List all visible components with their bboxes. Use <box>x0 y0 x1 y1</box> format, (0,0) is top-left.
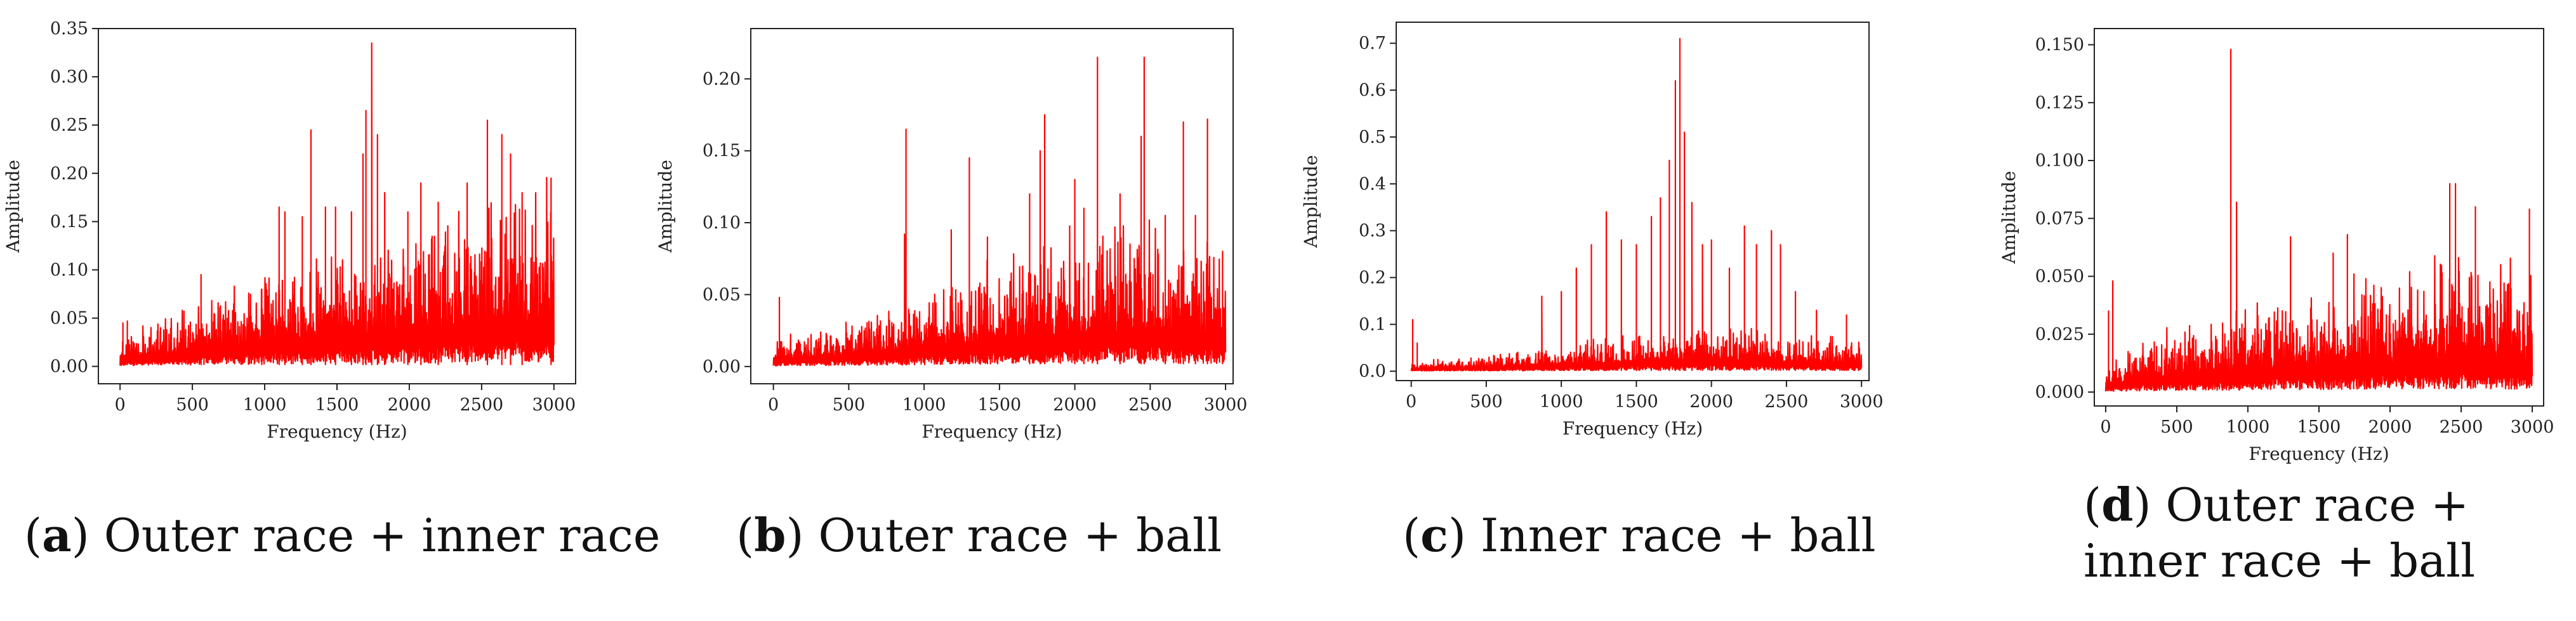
plot-frame-c <box>1396 22 1870 381</box>
x-tick-label: 500 <box>1470 392 1503 412</box>
y-tick-label: 0.10 <box>50 260 88 280</box>
y-tick-label: 0.3 <box>1359 221 1386 241</box>
chart-panel-c: 0 500 1000 1500 2000 2500 3000 0.0 0.1 0.2 0.3 0.4 0… <box>1300 22 1884 439</box>
spectrum-line-a <box>119 42 555 367</box>
x-tick-label: 0 <box>1406 392 1417 412</box>
y-tick-label: 0.10 <box>703 213 741 233</box>
x-tick-label: 1500 <box>978 395 1022 415</box>
x-tick-label: 1000 <box>902 395 946 415</box>
y-tick-label: 0.1 <box>1359 315 1386 334</box>
caption-b: (b) Outer race + ball <box>736 508 1222 562</box>
x-axis-label: Frequency (Hz) <box>921 421 1062 442</box>
x-tick-label: 0 <box>2100 417 2111 437</box>
x-tick-label: 1000 <box>243 395 287 415</box>
x-tick-label: 500 <box>176 395 209 415</box>
y-tick-label: 0.35 <box>50 19 88 39</box>
y-tick-label: 0.15 <box>50 212 88 232</box>
x-tick-label: 3000 <box>532 395 576 415</box>
y-tick-label: 0.00 <box>50 357 88 377</box>
x-tick-label: 2000 <box>1689 392 1733 412</box>
y-tick-label: 0.05 <box>703 285 741 304</box>
y-tick-label: 0.05 <box>50 309 88 329</box>
y-tick-label: 0.4 <box>1359 174 1386 194</box>
x-tick-label: 1500 <box>315 395 359 415</box>
y-tick-label: 0.075 <box>2035 209 2084 228</box>
y-tick-label: 0.100 <box>2035 151 2084 171</box>
chart-panel-b: 0 500 1000 1500 2000 2500 3000 0.00 0.05 0.10 0.15… <box>655 28 1248 442</box>
y-tick-label: 0.0 <box>1359 362 1386 381</box>
x-tick-label: 2000 <box>388 395 432 415</box>
y-tick-label: 0.050 <box>2035 267 2084 287</box>
x-tick-label: 2500 <box>1765 392 1809 412</box>
x-tick-label: 0 <box>768 395 779 415</box>
y-tick-label: 0.30 <box>50 67 88 87</box>
y-tick-label: 0.25 <box>50 115 88 135</box>
x-tick-label: 1500 <box>1615 392 1658 412</box>
x-tick-label: 1500 <box>2297 417 2341 437</box>
x-tick-label: 2500 <box>2440 417 2483 437</box>
x-axis-label: Frequency (Hz) <box>267 421 407 442</box>
x-tick-label: 2500 <box>460 395 504 415</box>
x-tick-label: 3000 <box>1204 395 1248 415</box>
y-tick-label: 0.125 <box>2035 93 2084 113</box>
x-tick-label: 3000 <box>2511 417 2554 437</box>
y-axis-label: Amplitude <box>1998 171 2019 264</box>
y-tick-label: 0.000 <box>2035 382 2084 402</box>
x-tick-label: 1000 <box>1540 392 1583 412</box>
x-tick-label: 1000 <box>2226 417 2270 437</box>
y-tick-label: 0.150 <box>2035 36 2084 55</box>
y-tick-label: 0.20 <box>703 69 741 89</box>
y-tick-label: 0.20 <box>50 164 88 183</box>
caption-d: (d) Outer race + inner race + ball <box>2084 478 2476 587</box>
plot-frame-b <box>750 28 1234 384</box>
spectrum-line-c <box>1410 37 1863 372</box>
x-axis-label: Frequency (Hz) <box>1562 418 1703 439</box>
y-tick-label: 0.5 <box>1359 127 1386 147</box>
x-tick-label: 500 <box>833 395 866 415</box>
x-tick-label: 2000 <box>1053 395 1097 415</box>
y-axis-label: Amplitude <box>1300 155 1321 248</box>
spectrum-line-d <box>2104 48 2533 392</box>
y-axis-label: Amplitude <box>655 160 676 253</box>
y-tick-label: 0.025 <box>2035 325 2084 344</box>
x-tick-label: 0 <box>115 395 126 415</box>
caption-c: (c) Inner race + ball <box>1403 508 1876 562</box>
spectrum-line-b <box>772 56 1227 367</box>
chart-panel-d: 0 500 1000 1500 2000 2500 3000 0.000 0.025 0.050 0… <box>1998 28 2554 464</box>
x-tick-label: 3000 <box>1840 392 1884 412</box>
x-tick-label: 500 <box>2160 417 2193 437</box>
y-tick-label: 0.6 <box>1359 81 1386 100</box>
x-axis-label: Frequency (Hz) <box>2249 443 2389 464</box>
x-tick-label: 2000 <box>2368 417 2412 437</box>
caption-a: (a) Outer race + inner race <box>24 508 661 562</box>
x-tick-label: 2500 <box>1128 395 1172 415</box>
chart-panel-a: 0 500 1000 1500 2000 2500 3000 0.00 0.05 0.10 0.15… <box>3 19 576 442</box>
y-tick-label: 0.00 <box>703 357 741 377</box>
y-tick-label: 0.7 <box>1359 34 1386 53</box>
y-tick-label: 0.15 <box>703 141 741 161</box>
y-tick-label: 0.2 <box>1359 268 1386 288</box>
y-axis-label: Amplitude <box>3 160 23 253</box>
